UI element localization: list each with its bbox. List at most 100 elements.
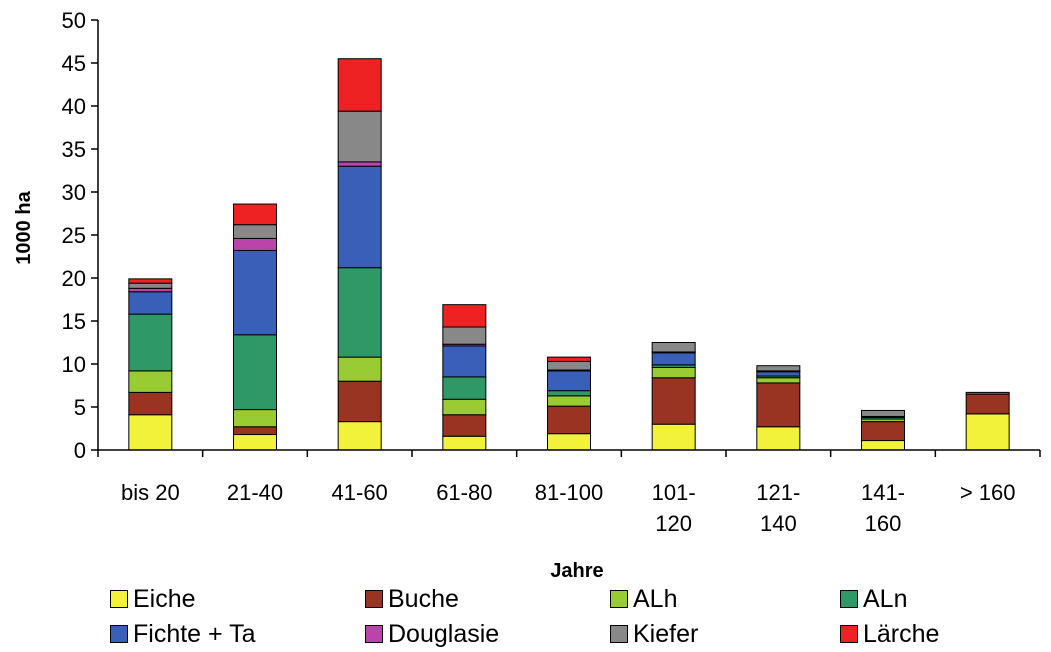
legend-swatch <box>840 590 858 608</box>
bar-segment <box>965 391 1010 395</box>
bar-stack <box>233 203 277 451</box>
bar-segment <box>128 291 173 315</box>
legend-item: Lärche <box>840 619 939 649</box>
bar-stack <box>861 409 905 451</box>
y-tick-label: 45 <box>62 51 86 76</box>
legend-label: Eiche <box>133 584 196 613</box>
y-tick-label: 25 <box>62 223 86 248</box>
y-axis-ticks: 0 5 10 15 20 25 30 35 40 45 50 <box>62 8 98 463</box>
bar-segment <box>756 426 801 451</box>
legend-item: Eiche <box>110 584 196 614</box>
bar-segment <box>861 421 905 442</box>
bar-segment <box>233 249 277 336</box>
bar-segment <box>442 326 487 345</box>
bar-segment <box>547 433 591 451</box>
legend-swatch <box>365 625 383 643</box>
legend-label: Buche <box>388 584 459 613</box>
x-tick-label: 101- <box>652 480 696 505</box>
bar-stack <box>337 58 382 451</box>
bar-segment <box>128 313 173 372</box>
bar-segment <box>128 370 173 393</box>
x-axis-title: Jahre <box>550 560 603 582</box>
bar-segment <box>756 371 801 377</box>
bar-segment <box>337 380 382 423</box>
bar-segment <box>233 426 277 436</box>
bar-segment <box>442 414 487 437</box>
bar-segment <box>547 360 591 371</box>
x-tick-label: 140 <box>760 511 797 536</box>
bar-stack <box>442 304 487 451</box>
bar-segment <box>233 334 277 411</box>
bar-segment <box>547 370 591 392</box>
legend-item: Kiefer <box>610 619 698 649</box>
bar-stack <box>965 391 1010 451</box>
bar-segment <box>442 376 487 400</box>
legend-swatch <box>610 590 628 608</box>
legend-item: ALn <box>840 584 907 614</box>
x-axis-labels: bis 20 21-40 41-60 61-80 81-100 101- 120 121- 14… <box>121 480 1016 536</box>
bar-segment <box>233 203 277 226</box>
x-axis-ticks <box>97 450 1041 457</box>
x-tick-label: 81-100 <box>535 480 604 505</box>
bars <box>128 58 1010 451</box>
bar-segment <box>128 278 173 284</box>
bar-segment <box>965 413 1010 451</box>
y-axis-title: 1000 ha <box>13 190 35 264</box>
x-tick-label: 141- <box>861 480 905 505</box>
x-tick-label: 160 <box>865 511 902 536</box>
x-tick-label: 121- <box>756 480 800 505</box>
bar-segment <box>337 58 382 112</box>
bar-stack <box>651 342 696 451</box>
y-tick-label: 10 <box>62 352 86 377</box>
bar-segment <box>547 390 591 397</box>
legend-label: Lärche <box>863 619 940 648</box>
bar-segment <box>128 282 173 289</box>
y-tick-label: 20 <box>62 266 86 291</box>
legend-item: Fichte + Ta <box>110 619 256 649</box>
bar-segment <box>233 409 277 428</box>
y-tick-label: 15 <box>62 309 86 334</box>
legend-swatch <box>840 625 858 643</box>
bar-segment <box>233 237 277 251</box>
x-tick-label: bis 20 <box>121 480 180 505</box>
bar-segment <box>547 405 591 435</box>
bar-segment <box>547 356 591 362</box>
legend-swatch <box>365 590 383 608</box>
legend-label: Fichte + Ta <box>133 619 256 648</box>
bar-segment <box>861 440 905 451</box>
legend-label: ALn <box>863 584 908 613</box>
bar-segment <box>337 161 382 167</box>
bar-segment <box>965 393 1010 415</box>
bar-segment <box>128 414 173 451</box>
y-tick-label: 5 <box>74 395 86 420</box>
bar-segment <box>337 356 382 382</box>
legend-item: Buche <box>365 584 459 614</box>
bar-segment <box>861 409 905 417</box>
legend-swatch <box>110 625 128 643</box>
x-tick-label: > 160 <box>960 480 1016 505</box>
legend-swatch <box>110 590 128 608</box>
bar-segment <box>547 395 591 407</box>
bar-segment <box>337 267 382 358</box>
bar-segment <box>651 377 696 425</box>
x-tick-label: 41-60 <box>332 480 388 505</box>
y-tick-label: 0 <box>74 438 86 463</box>
legend-item: ALh <box>610 584 677 614</box>
y-tick-label: 30 <box>62 180 86 205</box>
bar-segment <box>337 421 382 451</box>
legend-item: Douglasie <box>365 619 499 649</box>
bar-segment <box>128 391 173 416</box>
bar-segment <box>651 366 696 379</box>
y-tick-label: 50 <box>62 8 86 33</box>
legend-swatch <box>610 625 628 643</box>
bar-segment <box>128 287 173 293</box>
bar-segment <box>442 345 487 378</box>
bar-segment <box>233 434 277 451</box>
bar-segment <box>442 304 487 328</box>
bar-stack <box>128 278 173 451</box>
legend-label: Douglasie <box>388 619 500 648</box>
bar-segment <box>337 110 382 163</box>
bar-segment <box>442 398 487 416</box>
x-tick-label: 61-80 <box>436 480 492 505</box>
